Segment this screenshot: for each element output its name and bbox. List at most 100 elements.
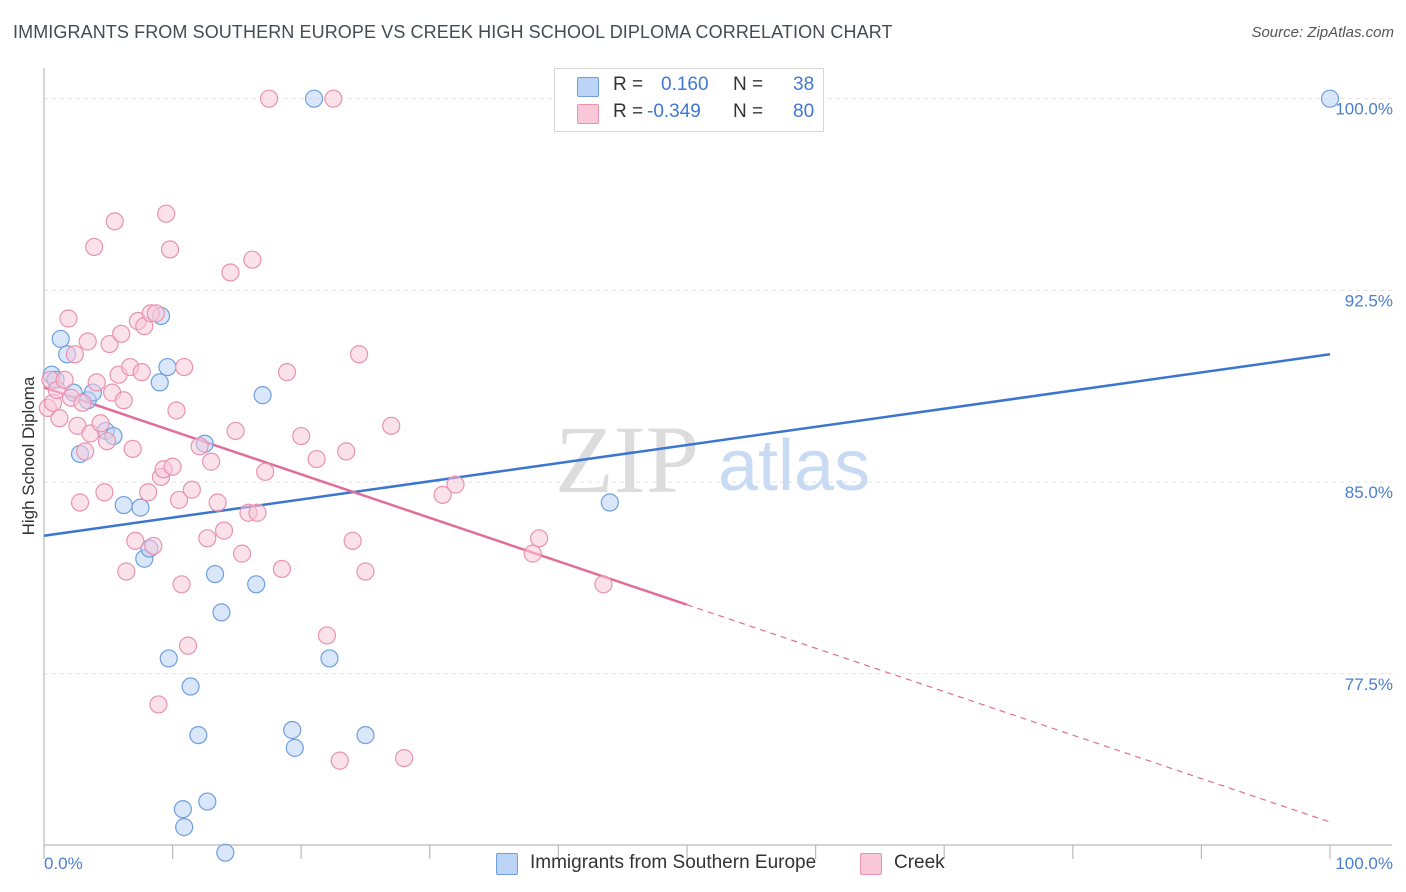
point-creek-14	[85, 237, 104, 257]
point-creek-74	[446, 475, 465, 494]
point-creek-12	[78, 332, 97, 351]
point-creek-59	[256, 462, 275, 481]
point-creek-23	[112, 324, 131, 343]
point-immigrants-27	[247, 575, 266, 594]
point-creek-72	[394, 748, 414, 768]
point-creek-18	[97, 432, 117, 451]
point-creek-57	[243, 250, 262, 269]
watermark: ZIP atlas	[555, 406, 870, 513]
point-creek-64	[317, 626, 337, 645]
x-tick-label-1: 100.0%	[1335, 854, 1393, 873]
point-creek-25	[117, 562, 136, 581]
point-creek-77	[594, 575, 613, 594]
legend-swatch-pink	[577, 104, 599, 124]
data-points	[38, 89, 1340, 862]
point-creek-30	[132, 363, 151, 382]
point-immigrants-31	[304, 89, 324, 108]
point-immigrants-11	[131, 498, 150, 517]
point-creek-34	[144, 536, 163, 556]
point-immigrants-21	[189, 725, 208, 745]
point-immigrants-19	[175, 818, 194, 837]
point-creek-62	[292, 426, 311, 446]
point-creek-17	[95, 483, 114, 502]
legend-n-value-series1: 38	[793, 74, 815, 95]
point-creek-71	[382, 416, 401, 435]
point-creek-68	[343, 531, 362, 550]
watermark-atlas: atlas	[718, 426, 870, 506]
legend-r-label: R =	[613, 74, 644, 95]
y-tick-label-2: 85.0%	[1345, 483, 1393, 502]
point-creek-11	[76, 442, 95, 461]
point-creek-49	[198, 529, 217, 548]
point-creek-41	[163, 457, 182, 476]
point-creek-5	[55, 370, 74, 389]
point-immigrants-25	[212, 603, 231, 622]
point-immigrants-23	[198, 792, 217, 811]
legend-label-immigrants: Immigrants from Southern Europe	[530, 852, 817, 873]
stats-legend: R = 0.160 N = 38 R = -0.349 N = 80	[554, 68, 824, 132]
point-creek-8	[65, 345, 84, 364]
point-creek-78	[259, 89, 279, 108]
source-label: Source: ZipAtlas.com	[1251, 24, 1394, 41]
legend-swatch-pink	[860, 853, 882, 875]
point-immigrants-2	[51, 329, 70, 349]
trend-line-creek-dashed	[686, 604, 1331, 823]
point-immigrants-17	[159, 649, 178, 668]
point-creek-79	[73, 393, 92, 412]
point-creek-45	[175, 357, 194, 377]
point-creek-46	[178, 636, 198, 655]
x-tick-label-0: 0.0%	[44, 854, 83, 873]
point-immigrants-28	[253, 386, 272, 405]
legend-n-value-series2: 80	[793, 101, 815, 122]
point-immigrants-34	[600, 493, 619, 512]
y-tick-label-0: 100.0%	[1335, 100, 1393, 119]
legend-r-value-series2: -0.349	[647, 101, 701, 122]
point-creek-15	[87, 373, 106, 392]
point-creek-44	[172, 575, 191, 594]
point-creek-21	[105, 212, 124, 231]
point-creek-69	[349, 345, 369, 364]
point-creek-28	[126, 531, 145, 550]
point-creek-70	[356, 562, 375, 581]
point-creek-42	[167, 401, 186, 420]
point-creek-60	[272, 559, 292, 579]
axes	[43, 68, 1392, 859]
point-creek-32	[139, 483, 158, 502]
point-creek-55	[232, 544, 252, 563]
y-axis-label: High School Diploma	[19, 376, 38, 535]
point-immigrants-16	[158, 357, 177, 377]
point-creek-10	[70, 493, 90, 512]
point-creek-76	[530, 529, 549, 548]
point-creek-66	[330, 751, 349, 770]
point-creek-47	[182, 480, 201, 499]
gridlines	[44, 98, 1392, 675]
point-immigrants-20	[181, 677, 200, 696]
point-immigrants-10	[114, 495, 133, 515]
point-creek-39	[157, 204, 176, 223]
point-creek-52	[214, 521, 234, 540]
legend-n-label: N =	[733, 74, 764, 95]
point-creek-16	[91, 414, 110, 433]
point-creek-40	[160, 240, 180, 259]
point-creek-75	[523, 544, 542, 563]
chart-title: IMMIGRANTS FROM SOUTHERN EUROPE VS CREEK…	[13, 22, 893, 42]
point-creek-35	[146, 304, 165, 323]
point-immigrants-32	[320, 649, 339, 668]
point-creek-43	[169, 490, 189, 510]
point-creek-24	[114, 391, 133, 410]
point-immigrants-26	[216, 843, 235, 862]
legend-r-value-series1: 0.160	[661, 74, 709, 95]
y-tick-label-1: 92.5%	[1345, 291, 1393, 310]
point-creek-58	[248, 503, 267, 522]
point-creek-61	[277, 363, 297, 382]
point-immigrants-29	[283, 720, 302, 740]
legend-label-creek: Creek	[894, 852, 945, 873]
legend-n-label: N =	[733, 101, 764, 122]
point-creek-53	[221, 263, 240, 282]
legend-swatch-blue	[496, 853, 518, 875]
point-creek-51	[208, 493, 227, 512]
point-creek-65	[324, 89, 343, 108]
point-immigrants-30	[285, 738, 304, 757]
point-creek-63	[307, 449, 326, 469]
